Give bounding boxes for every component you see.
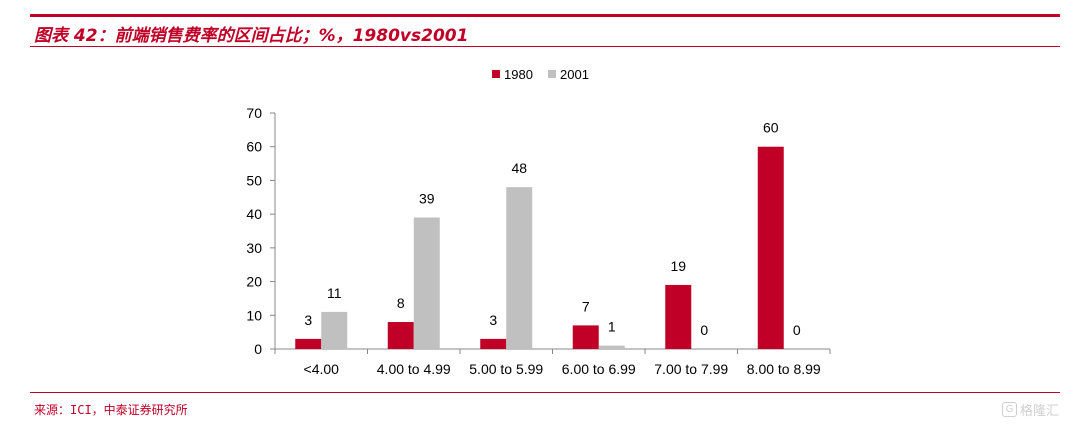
bar-2001 [413,217,440,349]
legend-label: 1980 [504,67,533,82]
data-label: 19 [670,258,686,274]
y-tick-label: 20 [246,274,262,290]
bar-2001 [598,345,625,349]
legend-label: 2001 [560,67,589,82]
x-tick-label: <4.00 [304,361,340,377]
data-label: 3 [304,312,312,328]
x-tick-label: 8.00 to 8.99 [747,361,821,377]
x-tick-label: 4.00 to 4.99 [377,361,451,377]
bar-1980 [665,284,692,349]
data-label: 39 [419,191,435,207]
bar-1980 [387,322,414,349]
g-logo-icon: G [1001,402,1017,417]
title-divider [30,46,1060,47]
y-tick-label: 10 [246,307,262,323]
data-label: 11 [327,285,342,301]
bar-1980 [757,146,784,349]
watermark: G 格隆汇 [1001,400,1059,419]
data-label: 0 [700,322,708,338]
x-tick-label: 7.00 to 7.99 [654,361,728,377]
bar-2001 [506,187,533,349]
data-label: 7 [582,298,590,314]
data-label: 60 [763,120,779,136]
x-tick-label: 6.00 to 6.99 [562,361,636,377]
data-label: 1 [608,319,616,335]
bar-1980 [295,338,322,349]
bar-2001 [321,311,348,349]
data-label: 0 [793,322,801,338]
legend-swatch-1980 [492,70,500,78]
y-tick-label: 40 [246,206,262,222]
figure-title: 图表 42：前端销售费率的区间占比；%，1980vs2001 [34,26,469,46]
data-label: 48 [511,160,527,176]
data-label: 3 [489,312,497,328]
y-tick-label: 60 [246,139,262,155]
footer-rule [30,392,1060,393]
y-tick-label: 30 [246,240,262,256]
watermark-text: 格隆汇 [1019,404,1059,419]
bar-1980 [572,325,599,349]
bar-1980 [480,338,507,349]
data-label: 8 [397,295,405,311]
y-tick-label: 0 [254,341,262,357]
y-tick-label: 50 [246,172,262,188]
header-rule [30,14,1060,17]
y-tick-label: 70 [246,105,262,121]
legend-swatch-2001 [548,70,556,78]
figure-source: 来源：ICI，中泰证券研究所 [34,403,188,417]
x-tick-label: 5.00 to 5.99 [469,361,543,377]
